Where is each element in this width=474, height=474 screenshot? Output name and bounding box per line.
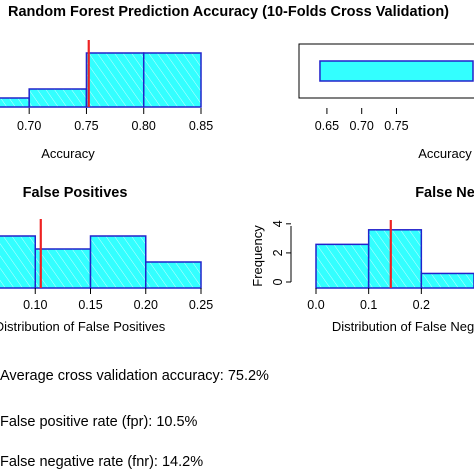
- accuracy-boxplot-panel: Accuracy 0.65 0.70 0.75: [298, 43, 474, 161]
- false-negatives-histogram-panel: Frequency Distribution of False Negative…: [250, 220, 474, 334]
- x-tick-label: 0.15: [78, 298, 102, 312]
- x-tick-label: 0.1: [360, 298, 377, 312]
- plot-frame: [298, 43, 474, 99]
- main-title: Random Forest Prediction Accuracy (10-Fo…: [8, 4, 449, 20]
- x-tick-label: 0.85: [189, 119, 213, 133]
- histogram-bar: [145, 261, 202, 289]
- x-tick-label: 0.10: [23, 298, 47, 312]
- x-tick-label: 0.2: [413, 298, 430, 312]
- accuracy-histogram-panel: Accuracy 0.650.700.750.800.85: [0, 40, 213, 161]
- x-tick-label: 0.75: [384, 119, 408, 133]
- x-tick-label: 0.65: [315, 119, 339, 133]
- histogram-bar: [367, 229, 423, 289]
- histogram-bar: [89, 235, 147, 289]
- summary-accuracy: Average cross validation accuracy: 75.2%: [0, 368, 269, 384]
- y-tick-label: 4: [271, 220, 285, 227]
- x-axis-label: Distribution of False Positives: [0, 319, 166, 334]
- histogram-bar: [85, 52, 145, 108]
- x-axis-label: Distribution of False Negatives: [332, 319, 474, 334]
- false-negatives-title: False Negatives: [415, 185, 474, 201]
- x-tick-label: 0.20: [134, 298, 158, 312]
- y-axis-label: Frequency: [250, 225, 265, 287]
- x-tick-label: 0.70: [17, 119, 41, 133]
- x-axis-label: Accuracy: [418, 146, 472, 161]
- histogram-bar: [34, 248, 92, 289]
- x-axis-label: Accuracy: [41, 146, 95, 161]
- histogram-bar: [315, 243, 370, 289]
- x-tick-label: 0.25: [189, 298, 213, 312]
- summary-fpr: False positive rate (fpr): 10.5%: [0, 414, 198, 430]
- histogram-bar: [420, 272, 474, 289]
- false-positives-title: False Positives: [23, 185, 128, 201]
- boxplot-box: [319, 60, 474, 82]
- x-tick-label: 0.0: [307, 298, 324, 312]
- x-tick-label: 0.70: [350, 119, 374, 133]
- y-tick-label: 2: [271, 249, 285, 256]
- summary-fnr: False negative rate (fnr): 14.2%: [0, 454, 204, 470]
- x-tick-label: 0.80: [132, 119, 156, 133]
- histogram-bar: [28, 88, 88, 108]
- false-positives-histogram-panel: Distribution of False Positives 0.050.10…: [0, 219, 213, 334]
- histogram-bar: [0, 235, 36, 289]
- y-tick-label: 0: [271, 278, 285, 285]
- histogram-bar: [0, 97, 30, 108]
- x-tick-label: 0.75: [74, 119, 98, 133]
- histogram-bar: [142, 52, 202, 108]
